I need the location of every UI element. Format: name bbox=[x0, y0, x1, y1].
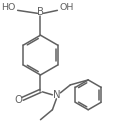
Text: B: B bbox=[37, 7, 44, 17]
Text: N: N bbox=[53, 90, 60, 100]
Text: O: O bbox=[15, 95, 23, 105]
Text: OH: OH bbox=[59, 3, 74, 12]
Text: HO: HO bbox=[1, 3, 16, 12]
